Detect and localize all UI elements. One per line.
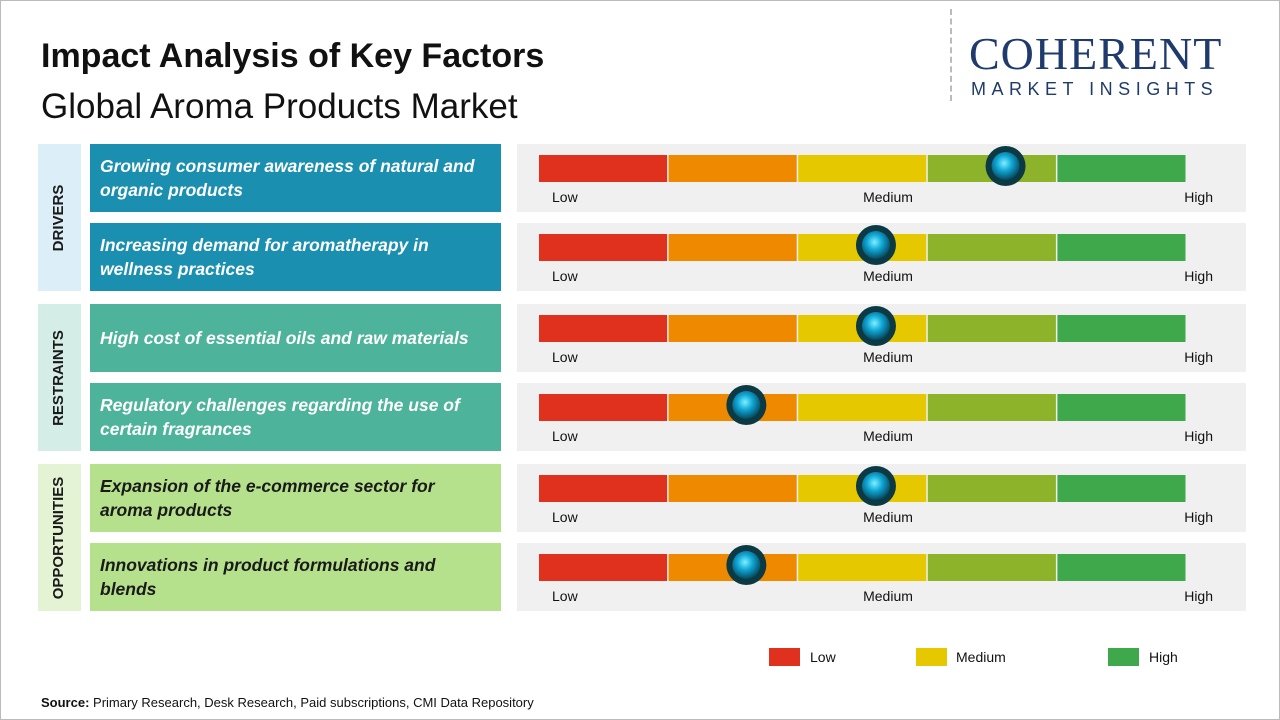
scale-label: Low [552,588,579,604]
scale-segment [539,554,668,581]
source: Source: Primary Research, Desk Research,… [41,695,534,710]
scale-label: High [1184,428,1213,444]
scale-label: Medium [863,588,913,604]
impact-knob-core [861,472,890,500]
legend-swatch [1108,648,1139,666]
factor-text: Increasing demand for aromatherapy in we… [100,235,429,279]
scale-segment [539,475,668,502]
scale-segment [1057,394,1186,421]
scale-segment [927,394,1056,421]
impact-knob-core [732,551,761,579]
title: Impact Analysis of Key Factors [41,37,545,75]
scale-label: Medium [863,428,913,444]
scale-label: Low [552,189,579,205]
factor-text: Regulatory challenges regarding the use … [100,395,460,439]
source-text: Primary Research, Desk Research, Paid su… [93,695,534,710]
group-panel [38,304,81,451]
legend-label: Low [810,649,837,665]
logo-tagline: MARKET INSIGHTS [971,79,1219,99]
factor-text: Growing consumer awareness of natural an… [100,156,475,200]
scale-label: Medium [863,189,913,205]
group-label: DRIVERS [49,184,67,251]
scale-segment [539,234,668,261]
scale-label: Low [552,509,579,525]
scale-segment [927,234,1056,261]
factor-box: High cost of essential oils and raw mate… [90,304,501,372]
factor-text: High cost of essential oils and raw mate… [100,328,469,348]
scale-segment [668,315,797,342]
scale-segment [927,315,1056,342]
impact-knob-core [861,231,890,259]
scale-segment [798,394,927,421]
factor-box: Growing consumer awareness of natural an… [90,144,501,212]
factor-text: Innovations in product formulations and … [100,555,436,599]
scale-segment [539,315,668,342]
scale-label: High [1184,349,1213,365]
group-label: OPPORTUNITIES [49,476,67,599]
scale-label: Low [552,268,579,284]
scale-segment [1057,475,1186,502]
factor-text: Expansion of the e-commerce sector for a… [100,476,435,520]
scale-segment [927,554,1056,581]
legend-swatch [769,648,800,666]
scale-segment [1057,155,1186,182]
factor-box: Increasing demand for aromatherapy in we… [90,223,501,291]
scale-label: Medium [863,268,913,284]
scale-label: Medium [863,349,913,365]
logo-name: COHERENT [969,28,1223,79]
scale-segment [1057,554,1186,581]
impact-knob-core [991,152,1020,180]
scale-label: High [1184,509,1213,525]
scale-label: Low [552,428,579,444]
scale-segment [668,155,797,182]
group-label: RESTRAINTS [49,329,67,426]
scale-segment [539,155,668,182]
scale-segment [798,155,927,182]
group-panel [38,144,81,291]
scale-segment [927,475,1056,502]
scale-segment [1057,234,1186,261]
scale-segment [668,234,797,261]
scale-label: High [1184,588,1213,604]
scale-segment [668,475,797,502]
scale-label: High [1184,189,1213,205]
divider [950,9,952,101]
impact-knob-core [732,391,761,419]
source-label: Source: [41,695,90,710]
scale-segment [1057,315,1186,342]
scale-segment [539,394,668,421]
legend-label: High [1149,649,1178,665]
factor-box: Regulatory challenges regarding the use … [90,383,501,451]
factor-box: Innovations in product formulations and … [90,543,501,611]
scale-segment [798,554,927,581]
scale-label: Medium [863,509,913,525]
legend-label: Medium [956,649,1006,665]
impact-knob-core [861,312,890,340]
legend-swatch [916,648,947,666]
group-panel [38,464,81,611]
factor-box: Expansion of the e-commerce sector for a… [90,464,501,532]
scale-label: Low [552,349,579,365]
scale-label: High [1184,268,1213,284]
subtitle: Global Aroma Products Market [41,87,518,126]
